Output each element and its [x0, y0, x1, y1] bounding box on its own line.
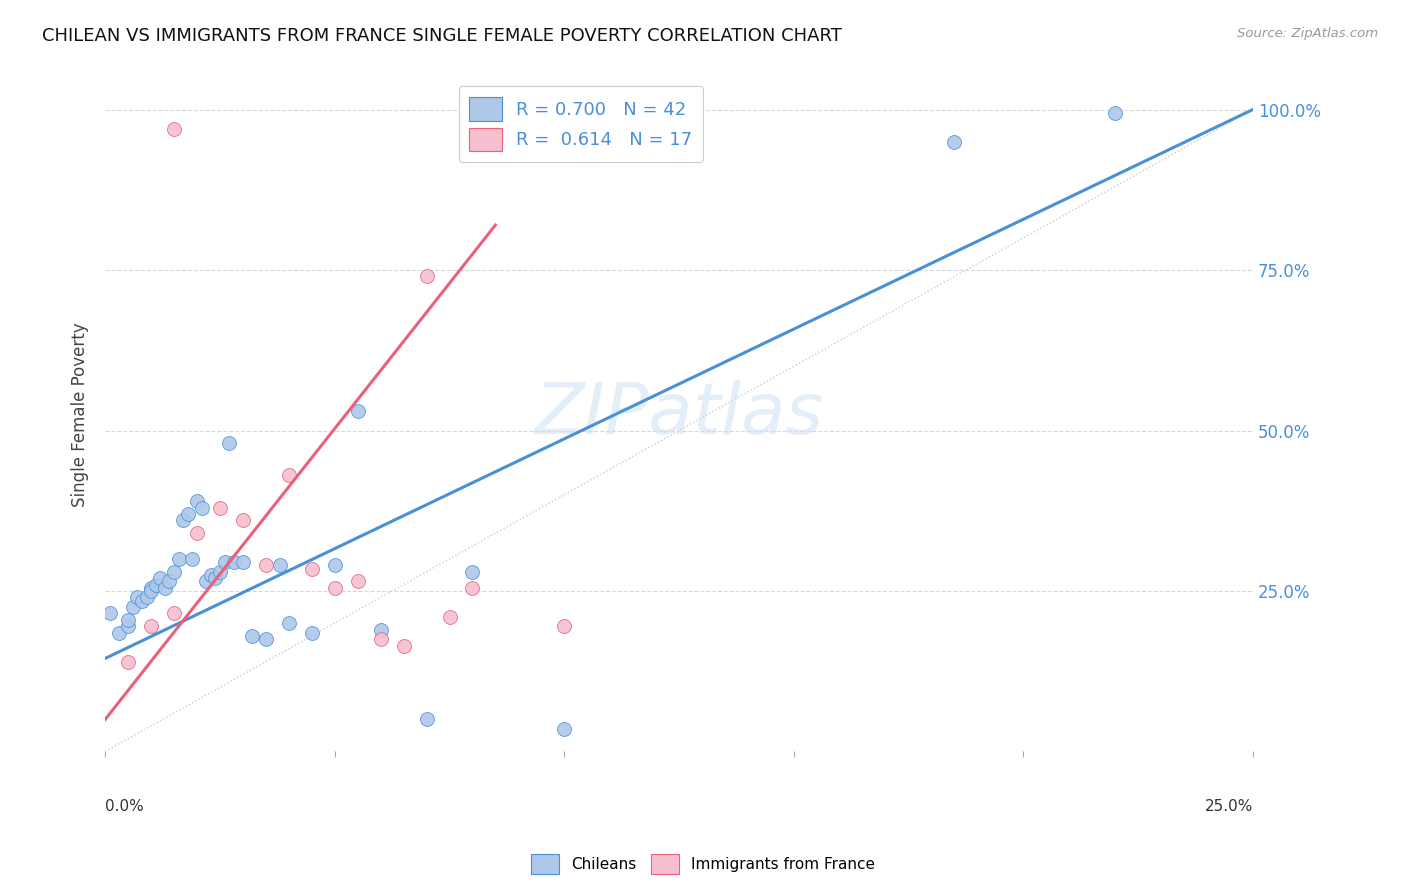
Point	[240, 629, 263, 643]
Point	[415, 269, 437, 284]
Text: ZIPatlas: ZIPatlas	[534, 380, 824, 449]
Point	[277, 468, 299, 483]
Text: 0.0%: 0.0%	[105, 798, 143, 814]
Point	[172, 513, 194, 527]
Point	[392, 639, 415, 653]
Point	[181, 552, 204, 566]
Point	[232, 513, 254, 527]
Point	[277, 616, 299, 631]
Point	[167, 552, 190, 566]
Legend: R = 0.700   N = 42, R =  0.614   N = 17: R = 0.700 N = 42, R = 0.614 N = 17	[458, 87, 703, 161]
Point	[370, 623, 392, 637]
Point	[439, 609, 461, 624]
Point	[553, 722, 575, 736]
Point	[301, 625, 323, 640]
Point	[461, 581, 484, 595]
Point	[186, 494, 208, 508]
Point	[553, 619, 575, 633]
Point	[98, 607, 121, 621]
Text: Source: ZipAtlas.com: Source: ZipAtlas.com	[1237, 27, 1378, 40]
Point	[943, 135, 966, 149]
Point	[190, 500, 212, 515]
Point	[149, 571, 172, 585]
Point	[214, 555, 236, 569]
Point	[222, 555, 245, 569]
Point	[121, 600, 143, 615]
Point	[139, 584, 162, 599]
Point	[163, 565, 186, 579]
Point	[159, 574, 181, 589]
Point	[415, 712, 437, 726]
Point	[323, 558, 346, 573]
Point	[323, 581, 346, 595]
Point	[254, 558, 277, 573]
Point	[370, 632, 392, 647]
Point	[346, 404, 368, 418]
Point	[218, 436, 240, 450]
Point	[269, 558, 291, 573]
Point	[163, 607, 186, 621]
Point	[139, 581, 162, 595]
Text: CHILEAN VS IMMIGRANTS FROM FRANCE SINGLE FEMALE POVERTY CORRELATION CHART: CHILEAN VS IMMIGRANTS FROM FRANCE SINGLE…	[42, 27, 842, 45]
Point	[208, 565, 231, 579]
Point	[1104, 105, 1126, 120]
Point	[135, 591, 157, 605]
Point	[461, 565, 484, 579]
Point	[117, 613, 139, 627]
Point	[117, 655, 139, 669]
Point	[163, 121, 186, 136]
Point	[127, 591, 149, 605]
Legend: Chileans, Immigrants from France: Chileans, Immigrants from France	[524, 848, 882, 880]
Point	[346, 574, 368, 589]
Point	[153, 581, 176, 595]
Point	[204, 571, 226, 585]
Point	[145, 577, 167, 591]
Point	[131, 593, 153, 607]
Point	[186, 526, 208, 541]
Point	[254, 632, 277, 647]
Point	[177, 507, 200, 521]
Point	[139, 619, 162, 633]
Point	[117, 619, 139, 633]
Point	[200, 568, 222, 582]
Point	[208, 500, 231, 515]
Point	[301, 561, 323, 575]
Point	[195, 574, 218, 589]
Point	[232, 555, 254, 569]
Y-axis label: Single Female Poverty: Single Female Poverty	[72, 322, 89, 507]
Point	[108, 625, 131, 640]
Text: 25.0%: 25.0%	[1205, 798, 1253, 814]
